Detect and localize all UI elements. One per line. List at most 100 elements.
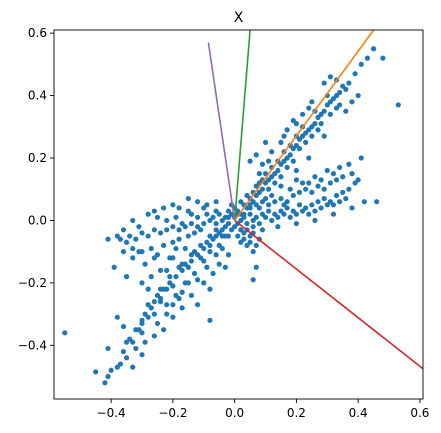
scatter-point: [188, 258, 195, 264]
scatter-point: [287, 186, 293, 192]
scatter-point: [333, 177, 340, 183]
scatter-point: [179, 261, 185, 267]
scatter-point: [139, 280, 145, 286]
scatter-point: [337, 199, 343, 205]
scatter-point: [241, 214, 247, 220]
scatter-point: [170, 255, 176, 261]
scatter-point: [395, 102, 401, 108]
scatter-point: [105, 236, 111, 242]
scatter-point: [201, 258, 207, 264]
scatter-point: [201, 220, 207, 227]
scatter-point: [346, 186, 352, 192]
scatter-point: [358, 61, 364, 67]
scatter-point: [244, 220, 250, 227]
scatter-point: [281, 202, 287, 208]
scatter-point: [321, 133, 327, 139]
scatter-point: [296, 146, 303, 152]
scatter-point: [303, 186, 309, 192]
scatter-point: [133, 345, 139, 352]
scatter-point: [185, 208, 191, 214]
scatter-point: [364, 55, 371, 61]
scatter-point: [253, 264, 259, 270]
scatter-point: [287, 214, 293, 220]
scatter-point: [266, 158, 272, 164]
scatter-point: [207, 249, 213, 255]
scatter-point: [142, 261, 148, 267]
scatter-point: [145, 302, 151, 308]
scatter-point: [170, 302, 176, 308]
scatter-point: [321, 195, 327, 202]
scatter-point: [256, 171, 262, 177]
scatter-point: [204, 211, 210, 217]
scatter-point: [299, 180, 306, 186]
scatter-point: [170, 224, 176, 230]
scatter-point: [266, 186, 272, 192]
scatter-point: [213, 252, 219, 258]
scatter-point: [312, 208, 318, 214]
y-tick-label: 0.0: [28, 213, 47, 227]
scatter-point: [120, 348, 127, 355]
scatter-point: [256, 220, 262, 227]
scatter-point: [309, 99, 315, 105]
scatter-point: [102, 380, 108, 386]
scatter-point: [287, 152, 293, 158]
scatter-point: [315, 183, 321, 189]
scatter-point: [117, 361, 123, 367]
x-tick-label: −0.4: [97, 406, 126, 420]
scatter-point: [235, 233, 241, 239]
scatter-point: [179, 305, 185, 311]
scatter-point: [154, 214, 161, 220]
chart-title: X: [234, 10, 244, 26]
scatter-point: [306, 105, 312, 111]
scatter-point: [318, 177, 324, 183]
x-tick-label: 0.6: [410, 406, 429, 420]
scatter-point: [290, 158, 296, 164]
scatter-point: [380, 55, 386, 61]
scatter-point: [173, 274, 179, 280]
scatter-point: [154, 292, 161, 298]
green-line: [233, 30, 251, 221]
scatter-point: [352, 71, 358, 77]
scatter-point: [343, 86, 349, 92]
scatter-point: [293, 220, 299, 227]
scatter-point: [321, 108, 327, 114]
scatter-point: [114, 314, 120, 320]
scatter-point: [306, 211, 312, 217]
scatter-point: [330, 202, 337, 208]
scatter-point: [191, 230, 198, 236]
scatter-point: [194, 199, 201, 205]
scatter-point: [130, 364, 136, 370]
scatter-point: [127, 233, 133, 239]
scatter-point: [299, 208, 306, 214]
scatter-point: [327, 111, 333, 117]
scatter-point: [346, 80, 352, 86]
scatter-point: [330, 211, 337, 217]
scatter-point: [210, 214, 216, 220]
scatter-point: [259, 161, 266, 167]
scatter-point: [176, 236, 182, 242]
scatter-point: [222, 214, 228, 220]
scatter-point: [275, 224, 281, 230]
scatter-point: [306, 180, 312, 186]
scatter-point: [330, 171, 337, 177]
scatter-point: [123, 355, 130, 361]
scatter-point: [250, 217, 256, 224]
scatter-point: [157, 267, 164, 273]
scatter-point: [164, 311, 170, 317]
scatter-point: [250, 277, 256, 283]
scatter-point: [204, 202, 210, 208]
scatter-point: [312, 174, 318, 180]
scatter-point: [170, 314, 176, 320]
scatter-point: [235, 208, 241, 214]
scatter-point: [349, 205, 355, 211]
scatter-point: [151, 333, 157, 339]
scatter-point: [266, 202, 272, 208]
scatter-point: [136, 224, 142, 230]
scatter-point: [315, 199, 321, 205]
scatter-point: [337, 89, 343, 96]
scatter-point: [93, 369, 99, 375]
scatter-point: [194, 302, 201, 308]
scatter-point: [194, 277, 201, 283]
scatter-point: [244, 242, 250, 249]
scatter-point: [266, 208, 272, 214]
